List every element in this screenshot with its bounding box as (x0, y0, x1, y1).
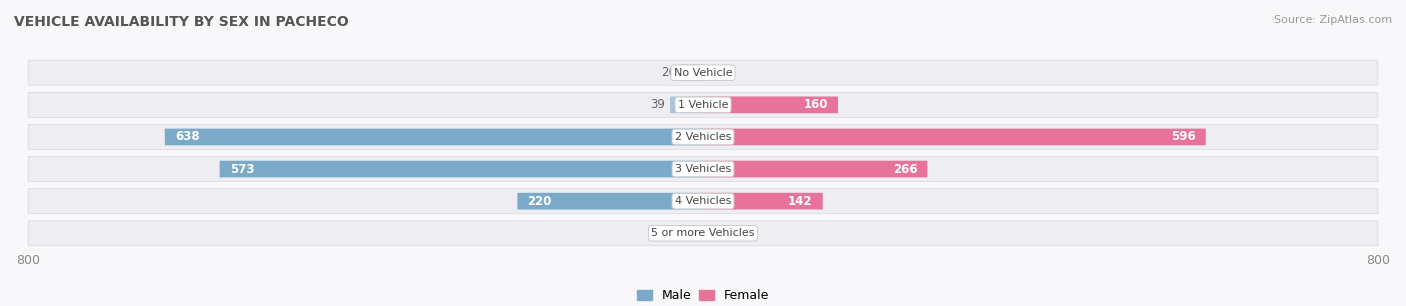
Text: Source: ZipAtlas.com: Source: ZipAtlas.com (1274, 15, 1392, 25)
FancyBboxPatch shape (28, 125, 1378, 149)
FancyBboxPatch shape (28, 221, 1378, 246)
Text: 266: 266 (893, 162, 917, 176)
FancyBboxPatch shape (28, 92, 1378, 118)
Text: 142: 142 (789, 195, 813, 208)
FancyBboxPatch shape (219, 161, 703, 177)
Legend: Male, Female: Male, Female (631, 284, 775, 306)
Text: 573: 573 (229, 162, 254, 176)
FancyBboxPatch shape (703, 161, 928, 177)
FancyBboxPatch shape (703, 96, 838, 113)
Text: 26: 26 (661, 66, 676, 79)
Text: 0: 0 (709, 66, 716, 79)
Text: 5 or more Vehicles: 5 or more Vehicles (651, 228, 755, 238)
FancyBboxPatch shape (681, 64, 703, 81)
Text: No Vehicle: No Vehicle (673, 68, 733, 78)
Text: 220: 220 (527, 195, 553, 208)
Text: 4 Vehicles: 4 Vehicles (675, 196, 731, 206)
FancyBboxPatch shape (28, 157, 1378, 181)
Text: 2 Vehicles: 2 Vehicles (675, 132, 731, 142)
Text: 3 Vehicles: 3 Vehicles (675, 164, 731, 174)
FancyBboxPatch shape (28, 60, 1378, 85)
Text: 596: 596 (1171, 130, 1195, 144)
Text: 0: 0 (690, 227, 697, 240)
FancyBboxPatch shape (517, 193, 703, 210)
Text: 638: 638 (174, 130, 200, 144)
FancyBboxPatch shape (703, 193, 823, 210)
Text: 39: 39 (650, 98, 665, 111)
FancyBboxPatch shape (703, 129, 1206, 145)
FancyBboxPatch shape (671, 96, 703, 113)
FancyBboxPatch shape (165, 129, 703, 145)
Text: 1 Vehicle: 1 Vehicle (678, 100, 728, 110)
FancyBboxPatch shape (28, 188, 1378, 214)
Text: VEHICLE AVAILABILITY BY SEX IN PACHECO: VEHICLE AVAILABILITY BY SEX IN PACHECO (14, 15, 349, 29)
Text: 0: 0 (709, 227, 716, 240)
Text: 160: 160 (803, 98, 828, 111)
